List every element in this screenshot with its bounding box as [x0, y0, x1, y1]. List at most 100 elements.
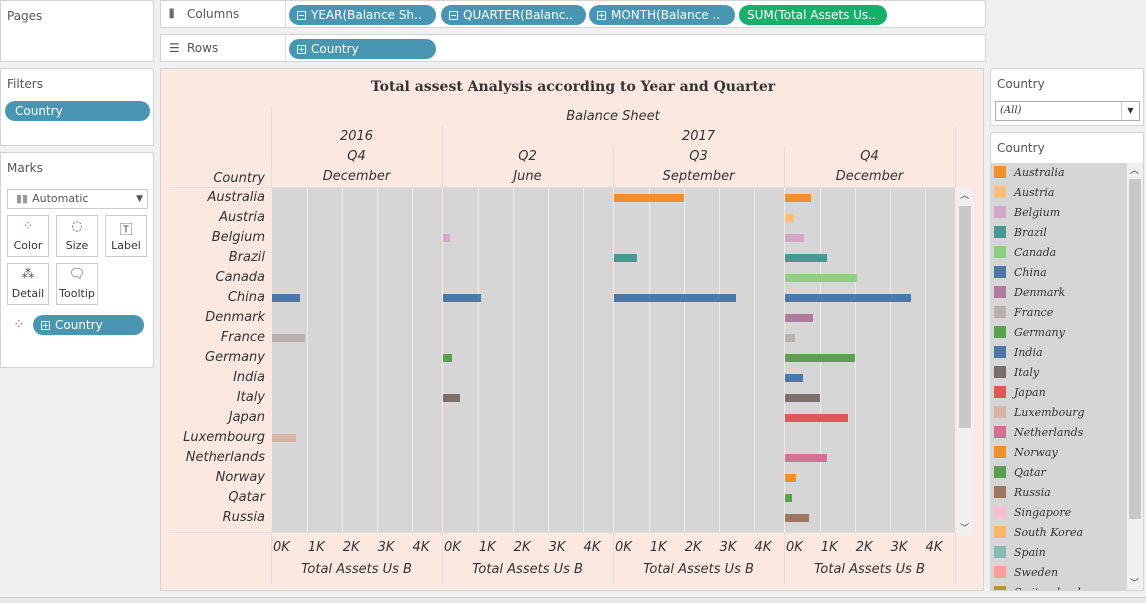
legend-item[interactable]: Norway — [994, 443, 1058, 463]
bar[interactable] — [785, 374, 804, 382]
bar[interactable] — [443, 354, 452, 362]
legend-item[interactable]: Spain — [994, 543, 1046, 563]
legend-item[interactable]: Italy — [994, 363, 1039, 383]
row-label-country[interactable]: Denmark — [205, 310, 265, 325]
row-label-country[interactable]: Netherlands — [185, 450, 265, 465]
bar[interactable] — [272, 294, 300, 302]
axis-tick-label: 1K — [307, 540, 325, 555]
marks-color-button[interactable]: ⁘ Color — [7, 215, 49, 257]
columns-pill-quarter[interactable]: QUARTER(Balanc.. — [441, 5, 586, 25]
scroll-down-icon[interactable]: ﹀ — [1130, 579, 1140, 589]
bar[interactable] — [272, 434, 297, 442]
bar[interactable] — [785, 394, 820, 402]
row-label-country[interactable]: Canada — [215, 270, 265, 285]
filter-pill-country[interactable]: Country — [5, 101, 150, 121]
bar[interactable] — [785, 454, 827, 462]
chart-scroll-thumb[interactable] — [959, 206, 971, 428]
legend-item[interactable]: Brazil — [994, 223, 1047, 243]
mark-type-select[interactable]: ▮▮ Automatic ▼ — [7, 189, 148, 209]
bar[interactable] — [443, 394, 461, 402]
legend-item[interactable]: China — [994, 263, 1047, 283]
bar[interactable] — [785, 234, 805, 242]
dropdown-arrow-icon[interactable]: ▼ — [136, 194, 143, 204]
row-label-country[interactable]: Germany — [205, 350, 265, 365]
bar[interactable] — [785, 194, 812, 202]
legend-item[interactable]: Australia — [994, 163, 1065, 183]
expand-icon[interactable] — [597, 11, 606, 20]
row-label-country[interactable]: Norway — [215, 470, 265, 485]
header-divider — [442, 127, 443, 188]
scroll-up-icon[interactable]: ︿ — [960, 191, 970, 201]
bar[interactable] — [785, 314, 813, 322]
row-label-country[interactable]: Brazil — [228, 250, 265, 265]
chart-scrollbar[interactable]: ︿ ﹀ — [957, 188, 973, 536]
bar[interactable] — [785, 474, 797, 482]
row-label-country[interactable]: France — [220, 330, 265, 345]
legend-item[interactable]: Luxembourg — [994, 403, 1085, 423]
legend-item[interactable]: Sweden — [994, 563, 1058, 583]
expand-icon[interactable] — [297, 45, 306, 54]
bar[interactable] — [443, 234, 450, 242]
row-label-country[interactable]: India — [233, 370, 265, 385]
columns-pill-month[interactable]: MONTH(Balance .. — [589, 5, 735, 25]
marks-detail-button[interactable]: ⁂ Detail — [7, 263, 49, 305]
bar[interactable] — [443, 294, 482, 302]
columns-shelf[interactable]: ⦀ Columns YEAR(Balance Sh.. QUARTER(Bala… — [160, 0, 986, 29]
row-label-country[interactable]: Belgium — [211, 230, 265, 245]
legend-scrollbar[interactable]: ︿ ﹀ — [1127, 163, 1143, 590]
legend-item[interactable]: Belgium — [994, 203, 1060, 223]
row-label-country[interactable]: Luxembourg — [183, 430, 265, 445]
columns-pill-year[interactable]: YEAR(Balance Sh.. — [289, 5, 436, 25]
bar[interactable] — [614, 294, 737, 302]
legend-item[interactable]: Japan — [994, 383, 1046, 403]
legend-item[interactable]: Qatar — [994, 463, 1046, 483]
legend-item[interactable]: France — [994, 303, 1053, 323]
row-label-country[interactable]: Australia — [207, 190, 265, 205]
bar[interactable] — [785, 514, 810, 522]
bar[interactable] — [785, 254, 827, 262]
bar[interactable] — [785, 214, 794, 222]
bar[interactable] — [614, 194, 684, 202]
country-filter-select[interactable]: (All) ▼ — [995, 101, 1140, 121]
bar[interactable] — [785, 274, 857, 282]
legend-item[interactable]: South Korea — [994, 523, 1083, 543]
legend-scroll-thumb[interactable] — [1129, 179, 1141, 519]
row-label-country[interactable]: Qatar — [228, 490, 265, 505]
marks-color-pill-country[interactable]: Country — [33, 315, 144, 335]
rows-pill-country[interactable]: Country — [289, 39, 436, 59]
bar[interactable] — [785, 414, 848, 422]
bar[interactable] — [614, 254, 637, 262]
bar[interactable] — [785, 294, 911, 302]
row-label-country[interactable]: Russia — [222, 510, 265, 525]
rows-shelf[interactable]: ☰ Rows Country — [160, 34, 986, 63]
row-label-country[interactable]: China — [227, 290, 265, 305]
legend-label: Sweden — [1014, 566, 1059, 579]
row-label-country[interactable]: Italy — [236, 390, 265, 405]
legend-item[interactable]: Canada — [994, 243, 1056, 263]
scroll-up-icon[interactable]: ︿ — [1130, 166, 1140, 176]
legend-item[interactable]: Denmark — [994, 283, 1065, 303]
collapse-icon[interactable] — [449, 11, 458, 20]
legend-item[interactable]: Austria — [994, 183, 1054, 203]
bar[interactable] — [785, 354, 855, 362]
legend-item[interactable]: Switzerland — [994, 583, 1081, 590]
legend-item[interactable]: Netherlands — [994, 423, 1083, 443]
legend-item[interactable]: India — [994, 343, 1043, 363]
collapse-icon[interactable] — [297, 11, 306, 20]
legend-item[interactable]: Russia — [994, 483, 1051, 503]
dropdown-arrow-icon[interactable]: ▼ — [1121, 102, 1139, 120]
row-label-country[interactable]: Japan — [228, 410, 265, 425]
legend-item[interactable]: Singapore — [994, 503, 1071, 523]
bar[interactable] — [272, 334, 306, 342]
columns-pill-sum[interactable]: SUM(Total Assets Us.. — [739, 5, 887, 25]
sheet-tabs-bar[interactable] — [0, 597, 1146, 603]
legend-item[interactable]: Germany — [994, 323, 1065, 343]
marks-size-button[interactable]: ◌ Size — [56, 215, 98, 257]
bar[interactable] — [785, 334, 795, 342]
row-label-country[interactable]: Austria — [219, 210, 265, 225]
bar[interactable] — [785, 494, 792, 502]
expand-icon[interactable] — [41, 321, 50, 330]
scroll-down-icon[interactable]: ﹀ — [960, 524, 970, 534]
marks-tooltip-button[interactable]: 🗨 Tooltip — [56, 263, 98, 305]
marks-label-button[interactable]: 🅃 Label — [105, 215, 147, 257]
